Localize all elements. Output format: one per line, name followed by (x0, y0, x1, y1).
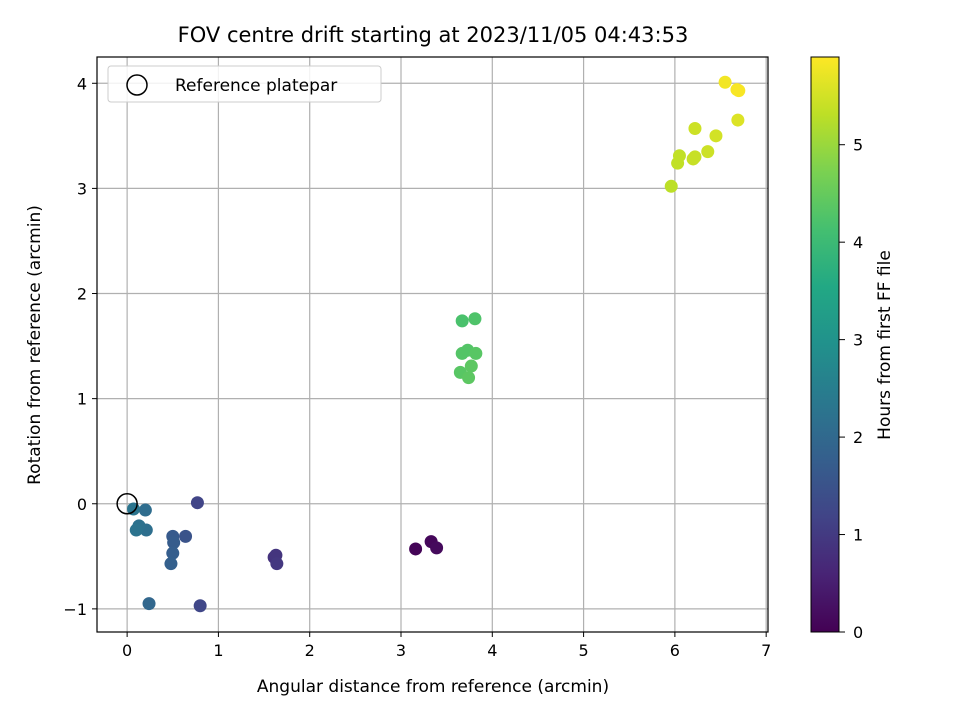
data-point (701, 145, 715, 159)
x-tick-label: 4 (487, 641, 497, 660)
x-axis-label: Angular distance from reference (arcmin) (257, 677, 609, 697)
chart-title: FOV centre drift starting at 2023/11/05 … (178, 23, 689, 47)
colorbar-tick-label: 5 (853, 136, 863, 155)
data-point (464, 359, 478, 373)
data-point (270, 557, 284, 571)
data-point (731, 113, 745, 127)
colorbar-tick-label: 1 (853, 526, 863, 545)
plot-frame (96, 56, 769, 633)
data-point (167, 536, 181, 550)
data-point (664, 179, 678, 193)
x-tick-label: 6 (670, 641, 680, 660)
colorbar-ticks: 0 1 2 3 4 5 (839, 136, 863, 642)
legend-box (107, 65, 382, 103)
reference-marker (116, 493, 138, 515)
data-point (688, 150, 702, 164)
data-point (732, 84, 746, 98)
data-point (138, 503, 152, 517)
y-axis-label: Rotation from reference (arcmin) (25, 205, 45, 485)
reference-platepar-marker (116, 493, 138, 515)
data-point (468, 312, 482, 326)
x-axis-ticks: 0 1 2 3 4 5 6 7 (122, 632, 771, 660)
data-point (709, 129, 723, 143)
colorbar-gradient (810, 56, 840, 633)
data-point (142, 597, 156, 611)
data-point (430, 541, 444, 555)
x-tick-label: 3 (396, 641, 406, 660)
y-axis-ticks: −1 0 1 2 3 4 (63, 74, 97, 619)
x-tick-label: 5 (578, 641, 588, 660)
legend: Reference platepar (107, 65, 382, 103)
x-tick-label: 7 (761, 641, 771, 660)
data-point (672, 149, 686, 163)
data-point (409, 542, 423, 556)
data-point (688, 121, 702, 135)
data-point (190, 496, 204, 510)
data-point (164, 557, 178, 571)
grid-lines (97, 57, 768, 632)
data-point (455, 314, 469, 328)
x-tick-label: 0 (122, 641, 132, 660)
y-tick-label: 3 (77, 179, 87, 198)
colorbar-label: Hours from first FF file (875, 250, 895, 440)
legend-label: Reference platepar (175, 76, 337, 96)
y-tick-label: 2 (77, 285, 87, 304)
colorbar-tick-label: 0 (853, 623, 863, 642)
data-point (193, 599, 207, 613)
y-tick-label: 0 (77, 495, 87, 514)
x-tick-label: 1 (213, 641, 223, 660)
colorbar-tick-label: 4 (853, 233, 863, 252)
data-point (718, 75, 732, 89)
colorbar: 0 1 2 3 4 5 Hours from first FF file (810, 56, 895, 642)
data-point (462, 371, 476, 385)
data-point (129, 523, 143, 537)
legend-open-circle-marker (126, 74, 148, 96)
y-tick-label: 1 (77, 390, 87, 409)
data-points (127, 75, 746, 613)
data-point (469, 346, 483, 360)
x-tick-label: 2 (305, 641, 315, 660)
y-tick-label: 4 (77, 74, 87, 93)
colorbar-tick-label: 2 (853, 428, 863, 447)
y-tick-label: −1 (63, 600, 87, 619)
data-point (166, 546, 180, 560)
data-point (179, 529, 193, 543)
colorbar-tick-label: 3 (853, 331, 863, 350)
